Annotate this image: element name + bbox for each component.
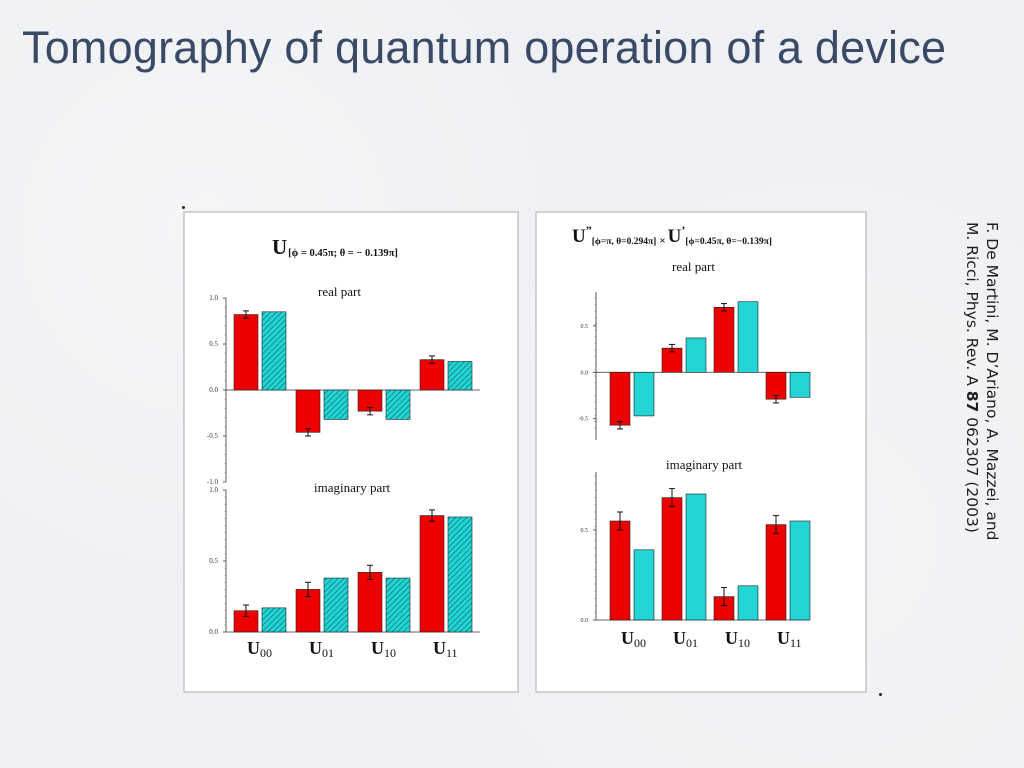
bar-measured-U11 xyxy=(765,524,787,621)
category-label: U01 xyxy=(309,638,334,660)
bar-theory-U00 xyxy=(261,607,287,633)
bar-theory-U00 xyxy=(261,311,287,391)
bar-theory-U10 xyxy=(385,577,411,633)
y-tick-label: 0.5 xyxy=(209,340,218,348)
y-tick-label: 0.0 xyxy=(209,628,218,636)
left-figure: U[ϕ = 0.45π; θ = − 0.139π] real part 1.0 0… xyxy=(183,211,519,693)
y-tick-label: 1.0 xyxy=(209,294,218,302)
right-header: U”[ϕ=π, θ=0.294π] × U’[ϕ=0.45π, θ=−0.139π] xyxy=(572,223,772,247)
y-tick-label: -0.5 xyxy=(207,432,219,440)
citation: F. De Martini, M. D’Ariano, A. Mazzei, a… xyxy=(962,222,1002,642)
bar-measured-U10 xyxy=(357,572,383,633)
bar-theory-U11 xyxy=(789,520,811,621)
citation-line-2: M. Ricci, Phys. Rev. A 87 062307 (2003) xyxy=(963,222,981,533)
chart-title: real part xyxy=(672,259,715,274)
chart-right-real: real part 0.5 0.0 -0.5 xyxy=(579,259,811,440)
y-tick-label: -0.5 xyxy=(579,417,589,423)
category-label: U00 xyxy=(247,638,272,660)
y-tick-label: 0.5 xyxy=(581,528,589,534)
decorative-dot xyxy=(182,206,185,209)
chart-right-imag: imaginary part 0.5 0.0 U00 U01 U10 U11 xyxy=(581,457,811,650)
slide-title: Tomography of quantum operation of a dev… xyxy=(22,22,947,73)
chart-title: imaginary part xyxy=(666,457,743,472)
chart-left-imag: imaginary part 1.0 0.5 0.0 U00 U01 U10 U11 xyxy=(209,480,480,660)
category-label: U10 xyxy=(725,628,750,650)
bar-theory-U11 xyxy=(789,371,811,398)
y-tick-label: 0.0 xyxy=(209,386,218,394)
bar-theory-U10 xyxy=(737,585,759,621)
decorative-dot xyxy=(879,693,882,696)
chart-left-real: real part 1.0 0.5 0.0 -0.5 -1.0 xyxy=(207,284,480,486)
category-label: U11 xyxy=(433,638,458,660)
bar-theory-U10 xyxy=(737,301,759,373)
bar-measured-U00 xyxy=(609,520,631,621)
y-tick-label: 0.5 xyxy=(209,557,218,565)
bar-theory-U11 xyxy=(447,516,473,633)
bar-measured-U01 xyxy=(295,389,321,433)
y-tick-label: 1.0 xyxy=(209,486,218,494)
chart-title: imaginary part xyxy=(314,480,391,495)
citation-volume: 87 xyxy=(963,390,981,413)
y-tick-label: 0.5 xyxy=(581,324,589,330)
bar-measured-U10 xyxy=(713,306,735,373)
citation-line-1: F. De Martini, M. D’Ariano, A. Mazzei, a… xyxy=(983,222,1001,541)
bar-measured-U01 xyxy=(661,497,683,621)
bar-measured-U00 xyxy=(233,314,259,391)
bar-theory-U01 xyxy=(685,337,707,373)
y-tick-label: 0.0 xyxy=(581,618,589,624)
right-figure: U”[ϕ=π, θ=0.294π] × U’[ϕ=0.45π, θ=−0.139π]… xyxy=(535,211,867,693)
bar-theory-U01 xyxy=(323,577,349,633)
bar-measured-U00 xyxy=(609,371,631,426)
category-label: U10 xyxy=(371,638,396,660)
bar-theory-U10 xyxy=(385,389,411,420)
bar-theory-U00 xyxy=(633,371,655,417)
category-label: U01 xyxy=(673,628,698,650)
category-label: U11 xyxy=(777,628,802,650)
category-label: U00 xyxy=(621,628,646,650)
bar-theory-U11 xyxy=(447,361,473,391)
left-header: U[ϕ = 0.45π; θ = − 0.139π] xyxy=(272,235,398,259)
bar-theory-U01 xyxy=(323,389,349,420)
bar-measured-U11 xyxy=(419,359,445,391)
bar-theory-U01 xyxy=(685,493,707,621)
bar-measured-U11 xyxy=(419,515,445,633)
y-tick-label: 0.0 xyxy=(581,370,589,376)
chart-title: real part xyxy=(318,284,361,299)
bar-theory-U00 xyxy=(633,549,655,621)
y-tick-label: -1.0 xyxy=(207,478,219,486)
